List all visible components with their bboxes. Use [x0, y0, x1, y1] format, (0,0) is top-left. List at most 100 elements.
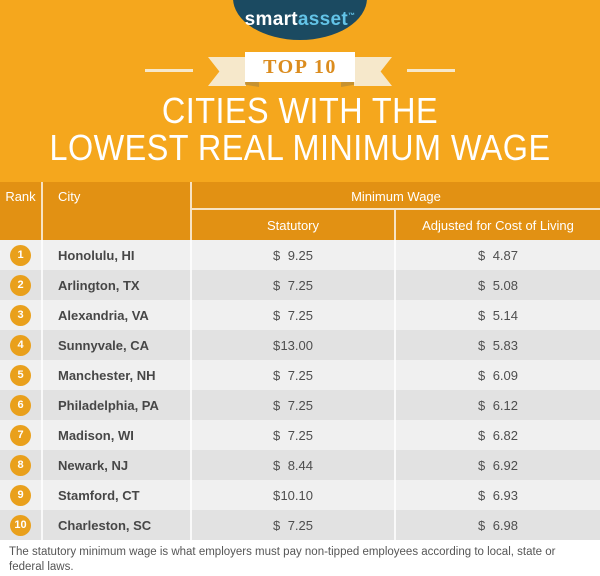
adjusted-value: 6.93 — [492, 487, 518, 503]
rank-badge: 6 — [10, 394, 31, 416]
currency-symbol: $ — [478, 307, 486, 323]
header-city: City — [43, 182, 192, 240]
adjusted-value: 6.92 — [492, 457, 518, 473]
currency-symbol: $ — [273, 397, 281, 413]
statutory-value: 8.44 — [287, 457, 313, 473]
statutory-cell: $7.25 — [192, 270, 396, 300]
table-row: 6 Philadelphia, PA $7.25 $6.12 — [0, 390, 600, 420]
adjusted-cell: $6.92 — [396, 450, 600, 480]
city-cell: Stamford, CT — [43, 480, 192, 510]
statutory-cell: $7.25 — [192, 390, 396, 420]
statutory-value: 7.25 — [287, 307, 313, 323]
ribbon-tail-left — [208, 57, 246, 86]
top10-ribbon: TOP 10 — [0, 0, 600, 96]
statutory-value: 13.00 — [280, 337, 313, 353]
logo-brand-first: smart — [244, 9, 298, 30]
rank-badge: 7 — [10, 424, 31, 446]
header-adjusted: Adjusted for Cost of Living — [422, 217, 574, 233]
currency-symbol: $ — [273, 337, 281, 353]
currency-symbol: $ — [478, 457, 486, 473]
city-cell: Charleston, SC — [43, 510, 192, 540]
statutory-value: 7.25 — [287, 517, 313, 533]
ribbon-fold-left — [245, 81, 259, 87]
footnote: The statutory minimum wage is what emplo… — [0, 540, 600, 576]
table-row: 4 Sunnyvale, CA $13.00 $5.83 — [0, 330, 600, 360]
currency-symbol: $ — [478, 427, 486, 443]
city-cell: Madison, WI — [43, 420, 192, 450]
currency-symbol: $ — [478, 487, 486, 503]
table-header: Rank City Minimum Wage Statutory Adjuste… — [0, 182, 600, 240]
page-title-line2: LOWEST REAL MINIMUM WAGE — [49, 127, 551, 168]
top10-banner: TOP 10 — [245, 52, 355, 82]
rank-badge: 10 — [10, 514, 31, 536]
rank-badge: 5 — [10, 364, 31, 386]
currency-symbol: $ — [273, 517, 281, 533]
ribbon-dash-left — [145, 69, 193, 72]
adjusted-cell: $6.09 — [396, 360, 600, 390]
trademark-symbol: ™ — [348, 12, 356, 20]
city-cell: Newark, NJ — [43, 450, 192, 480]
smartasset-logo: smartasset™ — [0, 9, 600, 31]
footnote-text: The statutory minimum wage is what emplo… — [9, 546, 556, 573]
table-row: 10 Charleston, SC $7.25 $6.98 — [0, 510, 600, 540]
adjusted-cell: $6.82 — [396, 420, 600, 450]
adjusted-value: 5.08 — [492, 277, 518, 293]
page-title: CITIES WITH THE LOWEST REAL MINIMUM WAGE — [30, 92, 570, 166]
rank-badge: 9 — [10, 484, 31, 506]
currency-symbol: $ — [478, 247, 486, 263]
currency-symbol: $ — [478, 517, 486, 533]
statutory-cell: $10.10 — [192, 480, 396, 510]
city-cell: Manchester, NH — [43, 360, 192, 390]
adjusted-value: 6.12 — [492, 397, 518, 413]
city-cell: Philadelphia, PA — [43, 390, 192, 420]
adjusted-cell: $5.08 — [396, 270, 600, 300]
page-title-line1: CITIES WITH THE — [161, 90, 439, 131]
city-cell: Arlington, TX — [43, 270, 192, 300]
logo-brand-second: asset — [297, 9, 349, 30]
statutory-cell: $8.44 — [192, 450, 396, 480]
city-cell: Sunnyvale, CA — [43, 330, 192, 360]
currency-symbol: $ — [273, 277, 281, 293]
adjusted-value: 6.09 — [492, 367, 518, 383]
adjusted-cell: $6.12 — [396, 390, 600, 420]
header-statutory: Statutory — [192, 210, 396, 240]
statutory-cell: $7.25 — [192, 510, 396, 540]
table-row: 2 Arlington, TX $7.25 $5.08 — [0, 270, 600, 300]
header-rank: Rank — [0, 182, 43, 240]
adjusted-value: 5.83 — [492, 337, 518, 353]
rank-badge: 2 — [10, 274, 31, 296]
statutory-cell: $7.25 — [192, 420, 396, 450]
rank-badge: 8 — [10, 454, 31, 476]
statutory-value: 10.10 — [280, 487, 313, 503]
statutory-cell: $13.00 — [192, 330, 396, 360]
table-row: 3 Alexandria, VA $7.25 $5.14 — [0, 300, 600, 330]
adjusted-value: 4.87 — [492, 247, 518, 263]
header-minimum-wage: Minimum Wage — [192, 182, 600, 210]
table-body: 1 Honolulu, HI $9.25 $4.87 2 Arlington, … — [0, 240, 600, 540]
statutory-value: 7.25 — [287, 367, 313, 383]
currency-symbol: $ — [273, 247, 281, 263]
table-row: 9 Stamford, CT $10.10 $6.93 — [0, 480, 600, 510]
data-table: Rank City Minimum Wage Statutory Adjuste… — [0, 182, 600, 540]
adjusted-value: 6.98 — [492, 517, 518, 533]
top10-label: TOP 10 — [263, 55, 337, 78]
table-row: 8 Newark, NJ $8.44 $6.92 — [0, 450, 600, 480]
statutory-value: 7.25 — [287, 397, 313, 413]
currency-symbol: $ — [478, 337, 486, 353]
adjusted-cell: $6.93 — [396, 480, 600, 510]
currency-symbol: $ — [273, 307, 281, 323]
statutory-value: 7.25 — [287, 277, 313, 293]
statutory-value: 9.25 — [287, 247, 313, 263]
currency-symbol: $ — [478, 397, 486, 413]
adjusted-value: 5.14 — [492, 307, 518, 323]
adjusted-value: 6.82 — [492, 427, 518, 443]
ribbon-fold-right — [341, 81, 355, 87]
ribbon-tail-right — [354, 57, 392, 86]
statutory-cell: $7.25 — [192, 300, 396, 330]
statutory-cell: $9.25 — [192, 240, 396, 270]
ribbon-dash-right — [407, 69, 455, 72]
statutory-value: 7.25 — [287, 427, 313, 443]
adjusted-cell: $5.14 — [396, 300, 600, 330]
table-row: 1 Honolulu, HI $9.25 $4.87 — [0, 240, 600, 270]
